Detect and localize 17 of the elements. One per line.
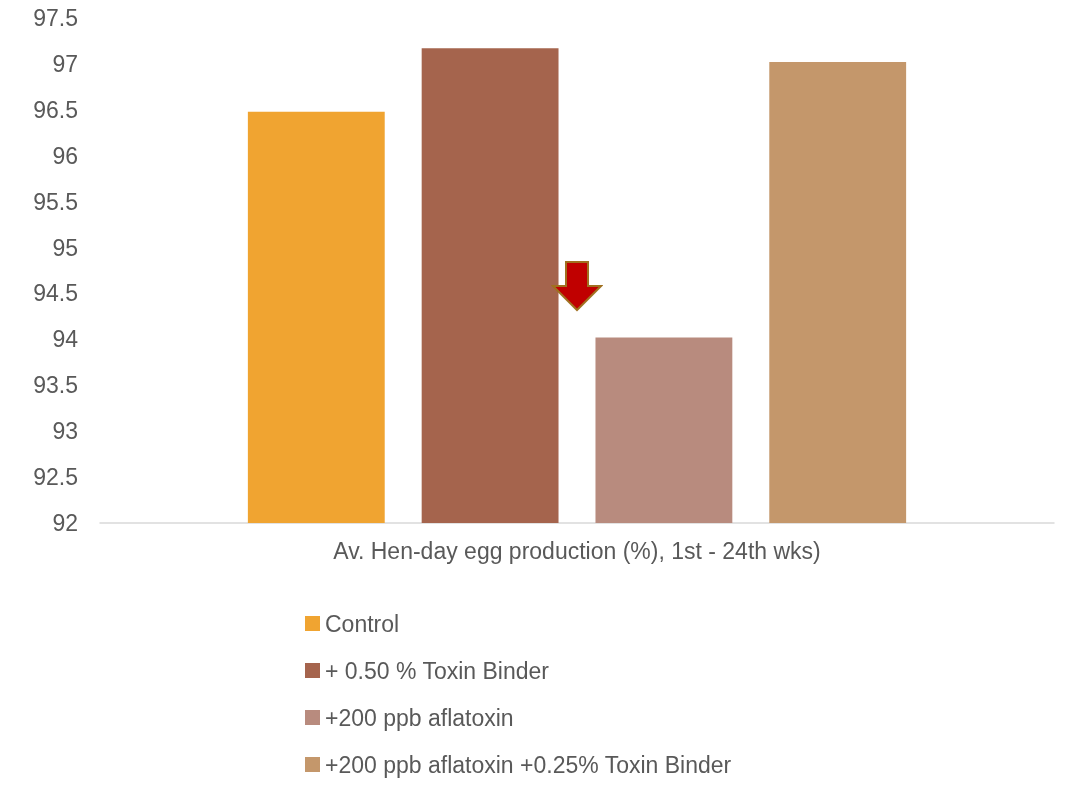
y-tick-label: 95	[52, 234, 78, 261]
y-tick-label: 97	[52, 50, 78, 77]
y-tick-label: 93.5	[33, 372, 78, 399]
legend-label: +200 ppb aflatoxin	[325, 704, 514, 731]
y-tick-label: 96	[52, 142, 78, 169]
y-tick-label: 95.5	[33, 188, 78, 215]
x-tick-label: Av. Hen-day egg production (%), 1st - 24th wks)	[333, 537, 821, 564]
legend-label: +200 ppb aflatoxin +0.25% Toxin Binder	[325, 751, 732, 778]
y-tick-label: 96.5	[33, 96, 78, 123]
y-tick-label: 92.5	[33, 464, 78, 491]
y-tick-label: 94	[52, 326, 79, 353]
legend-label: + 0.50 % Toxin Binder	[325, 657, 550, 684]
y-tick-label: 97.5	[33, 5, 78, 31]
legend-label: Control	[325, 610, 400, 637]
y-tick-label: 93	[52, 418, 78, 445]
y-tick-label: 94.5	[33, 280, 78, 307]
y-tick-label: 92	[52, 510, 78, 536]
